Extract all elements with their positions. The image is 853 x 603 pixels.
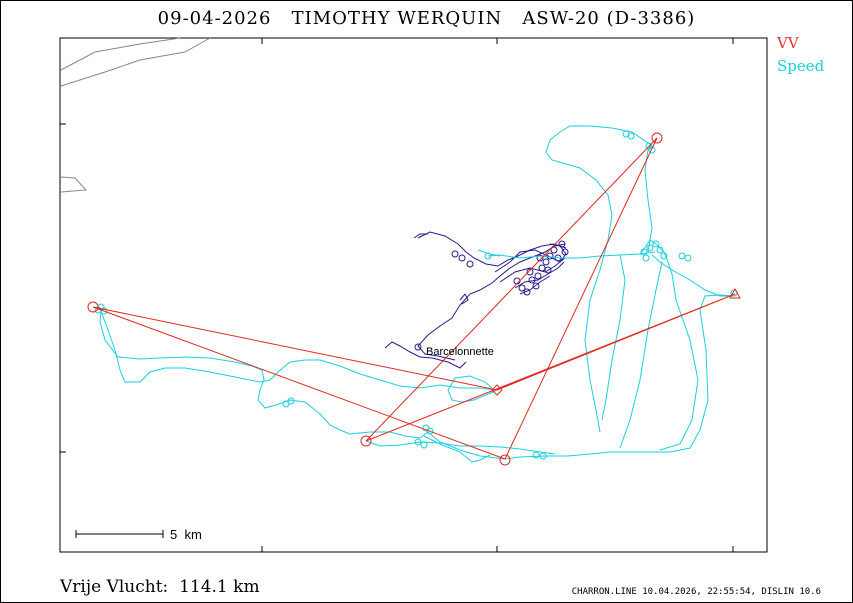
axis-ticks bbox=[60, 38, 734, 552]
turnpoint-north-east bbox=[651, 132, 663, 144]
turnpoints bbox=[87, 132, 741, 466]
turnpoint-east-triangle bbox=[729, 287, 741, 299]
flight-title: 09-04-2026 TIMOTHY WERQUIN ASW-20 (D-338… bbox=[157, 8, 696, 29]
terrain-outline bbox=[60, 37, 211, 193]
track-high bbox=[99, 125, 736, 463]
start-diamond bbox=[491, 384, 503, 396]
distance-label: Vrije Vlucht: 114.1 km bbox=[60, 577, 260, 597]
scale-label: 5 km bbox=[170, 527, 202, 542]
legend-speed: Speed bbox=[777, 57, 825, 75]
turnpoint-west bbox=[87, 301, 99, 313]
credits-label: CHARRON.LINE 10.04.2026, 22:55:54, DISLI… bbox=[571, 587, 821, 597]
turnpoint-south-west bbox=[360, 435, 372, 447]
thermal-circles-low bbox=[414, 240, 569, 351]
turnpoint-south bbox=[499, 454, 511, 466]
task-legs bbox=[92, 137, 736, 460]
place-label-barcelonnette: Barcelonnette bbox=[426, 346, 494, 358]
thermal-circles-high bbox=[94, 130, 738, 460]
legend-vv: VV bbox=[777, 34, 799, 52]
scale-bar bbox=[75, 530, 164, 538]
plot-area bbox=[59, 37, 768, 553]
